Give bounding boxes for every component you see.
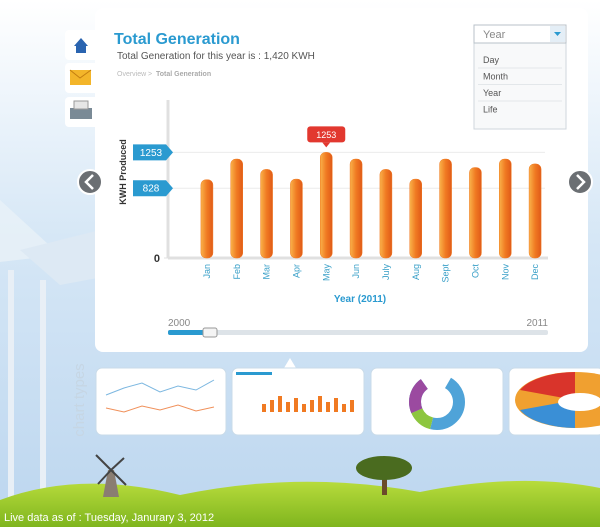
bar [409,178,422,259]
footer-text: Live data as of : Tuesday, Janurary 3, 2… [4,512,214,524]
subtitle: Total Generation for this year is : 1,42… [117,51,315,62]
thumb-bar [270,400,274,412]
bar [499,158,512,259]
bar [379,169,393,259]
thumb-bar [342,404,346,412]
plot: 0 828 1253 Jan Feb Mar Apr May 1253 Jun July Aug Sep… [133,126,545,283]
x-tick-label: Jan [202,264,212,279]
bar [439,158,452,259]
thumb-bar [318,396,322,412]
x-tick-label: Apr [291,264,301,278]
tree [382,470,387,495]
x-tick-label: May [321,264,331,282]
bar [230,158,243,259]
thumbnail-line[interactable] [95,367,227,436]
bar [528,163,542,259]
dropdown-arrow [554,32,561,36]
thumb-bar [350,400,354,412]
thumbnail-donut[interactable] [370,367,504,436]
bar [200,179,214,259]
thumb-line [105,379,215,396]
y-tick-badge [133,180,173,197]
home-icon [74,38,88,53]
thumb-bar [286,402,290,412]
windmill [110,469,127,486]
title: Total Generation [114,31,240,48]
tooltip [307,126,346,143]
y-tick-label: 0 [154,253,160,265]
next-arrow [576,174,586,190]
dropdown[interactable] [473,24,567,44]
pointer [284,358,296,368]
bar [349,158,363,259]
x-tick-label: Dec [530,264,540,281]
dropdown-option[interactable]: Year [483,88,501,98]
x-tick-label: Jun [351,264,361,279]
slider-fill [168,330,208,335]
tooltip-pointer [322,142,331,148]
main-panel [95,8,588,352]
breadcrumb-sep: > [148,71,152,78]
thumb-donut [409,374,465,430]
x-tick-label: Sept [441,264,451,283]
thumb-bar [334,398,338,412]
y-axis-label: KWH Produced [118,139,128,205]
bar [260,169,273,259]
thumb-bar [310,400,314,412]
slider-handle[interactable] [202,327,218,338]
prev-arrow [84,174,94,190]
thumb-bar [278,396,282,412]
x-tick-label: Feb [232,264,242,280]
slider-end: 2011 [526,318,548,329]
x-tick-label: Aug [411,264,421,280]
breadcrumb: Total Generation [156,71,211,78]
x-tick-label: Oct [470,264,480,279]
thumb-line [105,404,215,413]
tree [356,456,412,480]
slider-track [168,330,548,335]
dropdown-options: Day Month Year Life [478,55,562,115]
bar [320,152,333,259]
print-icon [73,100,89,110]
mail-icon [69,69,92,79]
thumb-bar [262,404,266,412]
next-button[interactable] [567,169,593,195]
bar [290,178,303,259]
decor [40,280,46,500]
bar [469,167,482,259]
x-tick-label: July [381,264,391,281]
thumb-pie [520,372,575,400]
decor [8,270,14,500]
thumb-bar [326,402,330,412]
x-tick-label: Nov [500,264,510,281]
thumb-pie-hole [558,393,600,411]
hills [0,480,600,527]
windmill [103,470,119,497]
tooltip-label: 1253 [316,130,336,140]
x-axis-label: Year (2011) [334,294,386,305]
thumb-bar [294,398,298,412]
windmill [95,454,112,471]
thumb-bars [236,372,354,412]
breadcrumb: Overview [117,71,147,78]
thumb-pie [520,400,575,428]
y-tick-label: 1253 [140,148,163,159]
thumb-bar [302,404,306,412]
y-tick-label: 828 [143,184,160,195]
windmill [110,457,125,471]
dropdown-option[interactable]: Day [483,55,500,65]
prev-button[interactable] [77,169,103,195]
dropdown-selected: Year [483,29,506,41]
dropdown-option[interactable]: Life [483,105,498,115]
y-tick-badge [133,144,173,161]
dropdown-option[interactable]: Month [483,72,508,82]
slider-start: 2000 [168,318,191,329]
print-icon [70,108,92,119]
x-tick-label: Mar [262,264,272,280]
sidebar-label: chart types [71,363,88,436]
windmill [97,469,112,485]
thumb-header [236,372,272,375]
